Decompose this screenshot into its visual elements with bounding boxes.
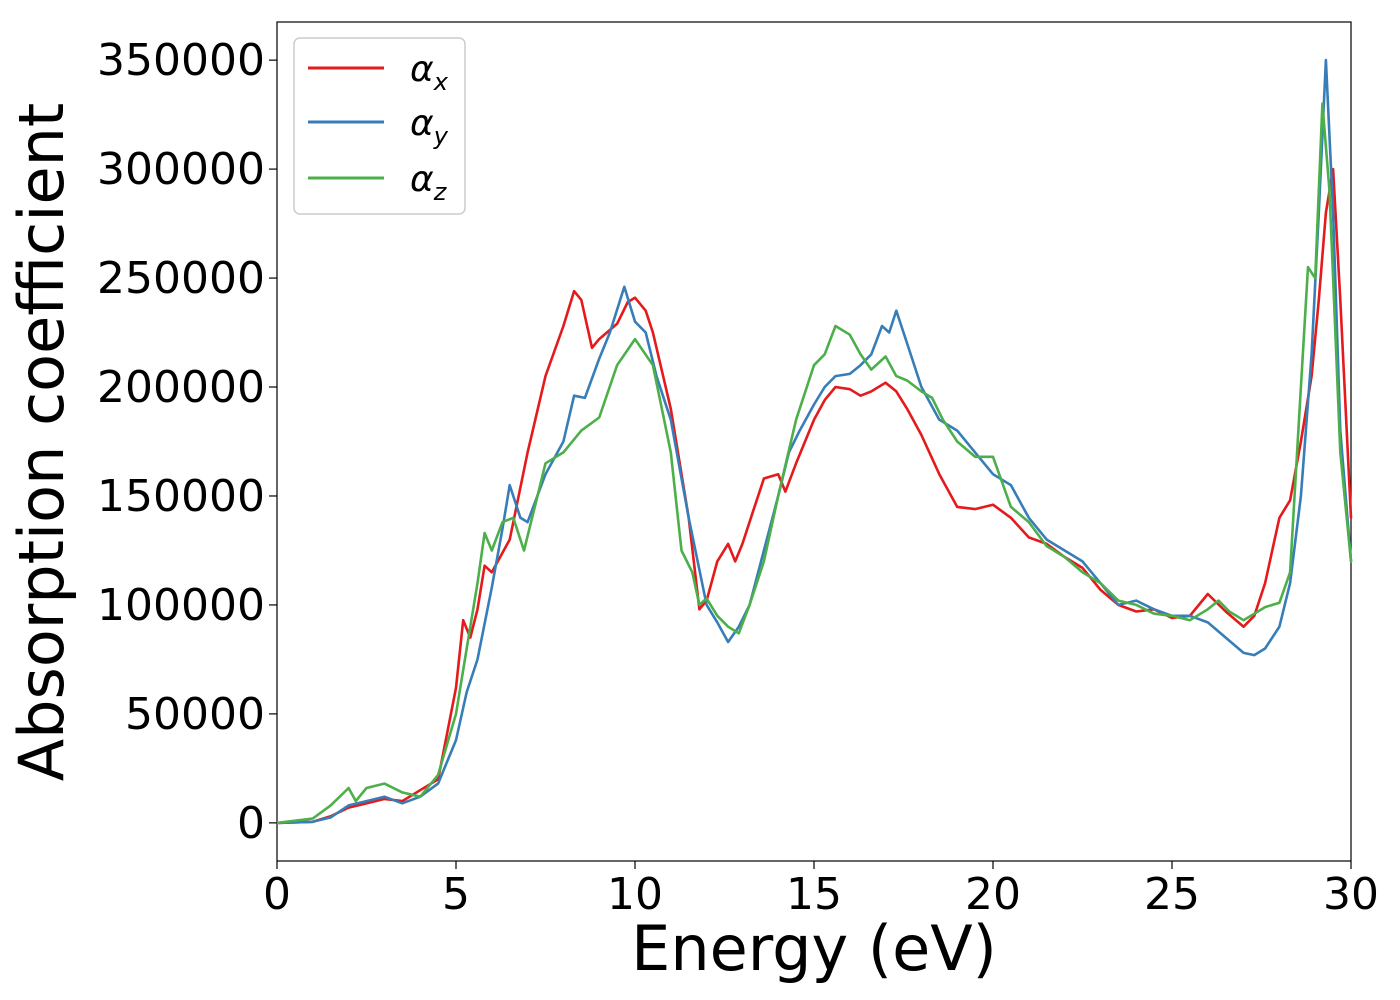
x-tick-label: 0 xyxy=(263,869,291,920)
x-tick-label: 25 xyxy=(1144,869,1200,920)
legend-name-z: α xyxy=(410,159,434,200)
x-axis-title: Energy (eV) xyxy=(631,912,997,985)
legend-sub-z: z xyxy=(433,178,448,206)
y-axis-ticks: 0 50000 100000 150000 200000 250000 300000 3500… xyxy=(97,35,277,849)
x-tick-label: 10 xyxy=(607,869,663,920)
x-axis-ticks: 0 5 10 15 20 25 30 xyxy=(263,861,1379,920)
series-line-y xyxy=(275,58,1353,825)
x-tick-label: 30 xyxy=(1323,869,1379,920)
y-tick-label: 300000 xyxy=(97,144,265,195)
y-tick-label: 150000 xyxy=(97,471,265,522)
y-axis-title: Absorption coefficient xyxy=(5,103,78,782)
legend-label-z: αz xyxy=(410,159,448,206)
series-line-x xyxy=(275,167,1353,825)
legend-sub-x: x xyxy=(433,68,449,96)
legend-label-x: αx xyxy=(410,49,449,96)
x-tick-label: 15 xyxy=(786,869,842,920)
legend-label-y: αy xyxy=(410,103,449,150)
y-tick-label: 50000 xyxy=(125,689,265,740)
x-tick-label: 20 xyxy=(965,869,1021,920)
legend-sub-y: y xyxy=(433,122,449,150)
legend-name-y: α xyxy=(410,103,434,144)
y-tick-label: 250000 xyxy=(97,253,265,304)
series-line-z xyxy=(275,102,1353,825)
y-tick-label: 100000 xyxy=(97,580,265,631)
x-tick-label: 5 xyxy=(442,869,470,920)
legend-name-x: α xyxy=(410,49,434,90)
series-layer xyxy=(275,58,1353,825)
legend: αx αy αz xyxy=(293,37,466,215)
y-tick-label: 0 xyxy=(237,798,265,849)
legend-box xyxy=(293,37,466,215)
y-tick-label: 350000 xyxy=(97,35,265,86)
y-tick-label: 200000 xyxy=(97,362,265,413)
